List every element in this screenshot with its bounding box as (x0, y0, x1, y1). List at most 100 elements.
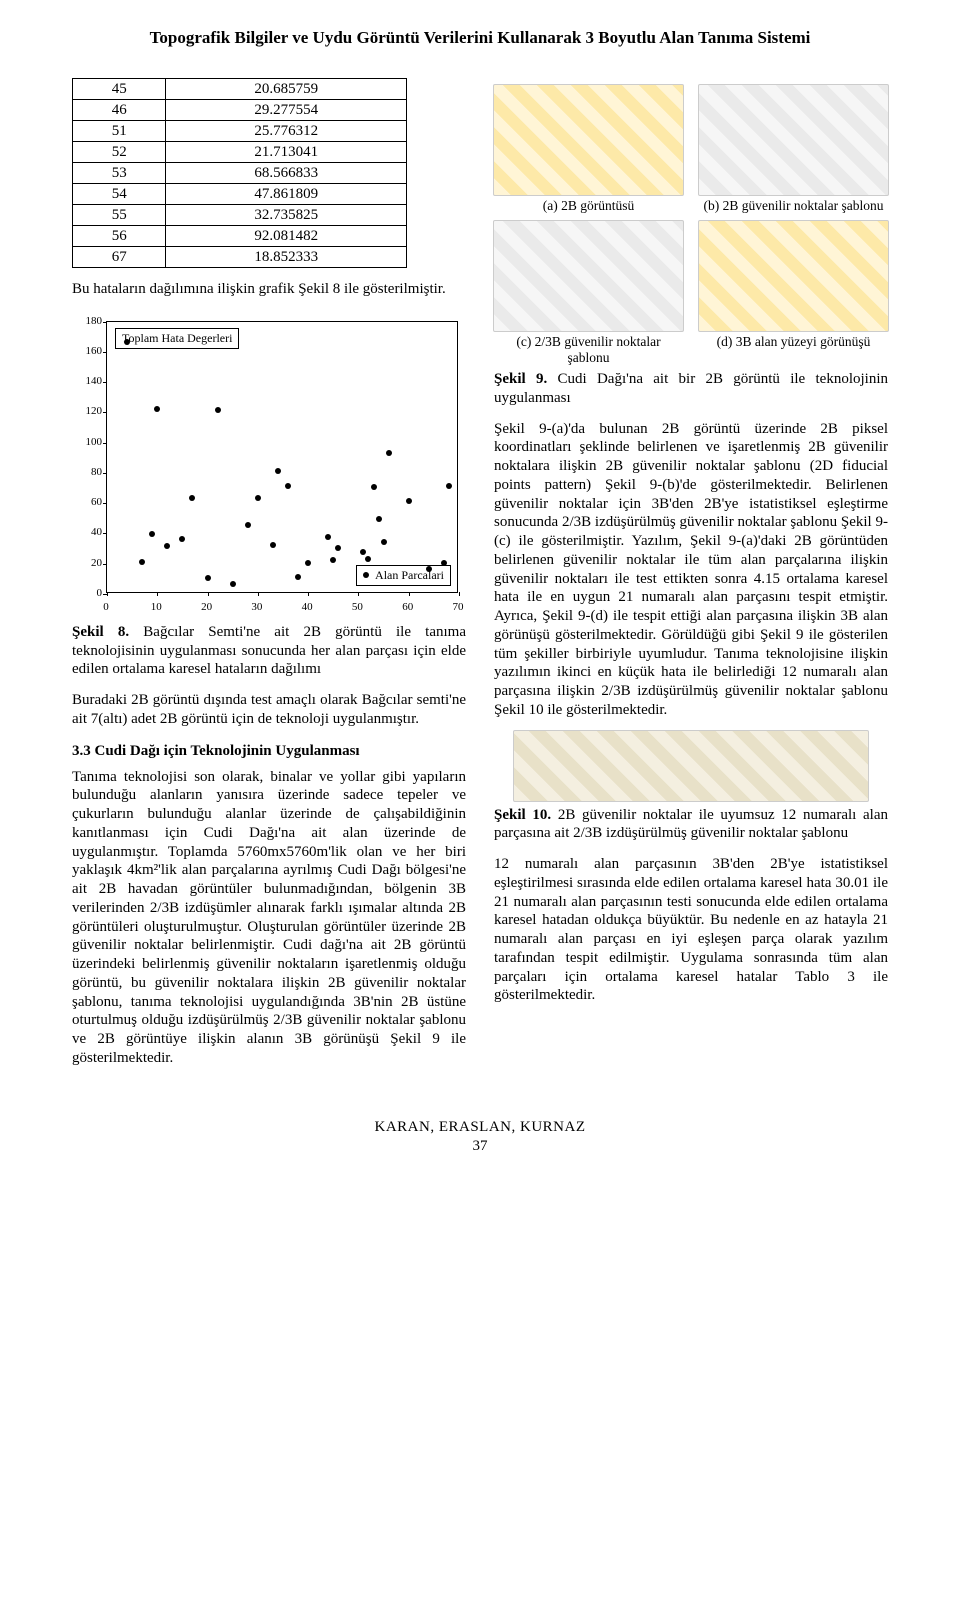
x-tick-label: 0 (103, 601, 109, 613)
y-tick-label: 60 (72, 496, 102, 508)
table-cell: 52 (73, 142, 166, 163)
right-column: (a) 2B görüntüsü (b) 2B güvenilir noktal… (494, 78, 888, 1078)
scatter-point (446, 483, 452, 489)
error-table: 4520.6857594629.2775545125.7763125221.71… (72, 78, 407, 268)
table-cell: 68.566833 (166, 163, 406, 184)
figure9-caption-text: Cudi Dağı'na ait bir 2B görüntü ile tekn… (494, 371, 888, 406)
x-tick-label: 10 (151, 601, 162, 613)
legend-marker-icon (363, 572, 369, 578)
scatter-point (325, 534, 331, 540)
figure9-a-image (493, 84, 684, 196)
y-tick-label: 0 (72, 587, 102, 599)
scatter-point (381, 539, 387, 545)
scatter-point (360, 549, 366, 555)
scatter-point (406, 498, 412, 504)
figure10-item (514, 730, 869, 802)
figure8-caption-label: Şekil 8. (72, 624, 129, 640)
scatter-point (215, 407, 221, 413)
scatter-point (275, 468, 281, 474)
figure10-image (513, 730, 870, 802)
table-cell: 92.081482 (166, 226, 406, 247)
scatter-point (189, 495, 195, 501)
right-paragraph-1: Şekil 9-(a)'da bulunan 2B görüntü üzerin… (494, 420, 888, 720)
figure8-caption-text: Bağcılar Semti'ne ait 2B görüntü ile tan… (72, 624, 466, 678)
figure9-b-image (698, 84, 889, 196)
figure9-a: (a) 2B görüntüsü (494, 84, 683, 214)
scatter-point (270, 542, 276, 548)
table-cell: 54 (73, 184, 166, 205)
figure9-row1: (a) 2B görüntüsü (b) 2B güvenilir noktal… (494, 84, 888, 214)
table-row: 5221.713041 (73, 142, 407, 163)
scatter-chart: Toplam Hata Degerleri Alan Parcalari 020… (72, 317, 466, 617)
left-intro-paragraph: Bu hataların dağılımına ilişkin grafik Ş… (72, 280, 466, 299)
table-cell: 45 (73, 79, 166, 100)
x-tick-label: 50 (352, 601, 363, 613)
x-tick-label: 60 (402, 601, 413, 613)
figure10 (494, 730, 888, 802)
table-row: 6718.852333 (73, 247, 407, 268)
table-cell: 18.852333 (166, 247, 406, 268)
left-column: 4520.6857594629.2775545125.7763125221.71… (72, 78, 466, 1078)
y-tick-label: 40 (72, 526, 102, 538)
figure9-c-label: (c) 2/3B güvenilir noktalar şablonu (494, 334, 683, 366)
table-cell: 46 (73, 100, 166, 121)
y-tick-label: 20 (72, 557, 102, 569)
figure9-d: (d) 3B alan yüzeyi görünüşü (699, 220, 888, 366)
scatter-point (179, 536, 185, 542)
scatter-point (426, 566, 432, 572)
chart-legend: Alan Parcalari (356, 565, 451, 586)
table-row: 5447.861809 (73, 184, 407, 205)
scatter-point (149, 531, 155, 537)
scatter-point (245, 522, 251, 528)
x-tick-label: 40 (302, 601, 313, 613)
table-row: 5692.081482 (73, 226, 407, 247)
left-paragraph-3: Tanıma teknolojisi son olarak, binalar v… (72, 768, 466, 1068)
table-cell: 32.735825 (166, 205, 406, 226)
legend-label: Alan Parcalari (375, 568, 444, 583)
footer-authors: KARAN, ERASLAN, KURNAZ (72, 1118, 888, 1138)
table-cell: 29.277554 (166, 100, 406, 121)
scatter-point (124, 339, 130, 345)
scatter-point (230, 581, 236, 587)
scatter-point (335, 545, 341, 551)
scatter-point (386, 450, 392, 456)
table-cell: 56 (73, 226, 166, 247)
y-tick-label: 180 (72, 315, 102, 327)
figure9-caption: Şekil 9. Cudi Dağı'na ait bir 2B görüntü… (494, 370, 888, 408)
table-cell: 51 (73, 121, 166, 142)
table-row: 5368.566833 (73, 163, 407, 184)
scatter-point (376, 516, 382, 522)
figure9-d-image (698, 220, 889, 332)
table-cell: 55 (73, 205, 166, 226)
table-cell: 47.861809 (166, 184, 406, 205)
figure8-caption: Şekil 8. Bağcılar Semti'ne ait 2B görünt… (72, 623, 466, 679)
scatter-point (305, 560, 311, 566)
footer-page-number: 37 (72, 1137, 888, 1157)
scatter-point (139, 559, 145, 565)
table-row: 4629.277554 (73, 100, 407, 121)
figure9-row2: (c) 2/3B güvenilir noktalar şablonu (d) … (494, 220, 888, 366)
scatter-point (371, 484, 377, 490)
table-row: 5532.735825 (73, 205, 407, 226)
figure10-caption-text: 2B güvenilir noktalar ile uyumsuz 12 num… (494, 807, 888, 842)
scatter-point (330, 557, 336, 563)
figure9-d-label: (d) 3B alan yüzeyi görünüşü (717, 334, 871, 350)
table-cell: 53 (73, 163, 166, 184)
section-3-3-heading: 3.3 Cudi Dağı için Teknolojinin Uygulanm… (72, 743, 466, 760)
scatter-point (255, 495, 261, 501)
page: Topografik Bilgiler ve Uydu Görüntü Veri… (0, 0, 960, 1197)
two-column-layout: 4520.6857594629.2775545125.7763125221.71… (72, 78, 888, 1078)
table-cell: 21.713041 (166, 142, 406, 163)
figure9-caption-label: Şekil 9. (494, 371, 547, 387)
x-tick-label: 20 (201, 601, 212, 613)
scatter-point (441, 560, 447, 566)
left-paragraph-2: Buradaki 2B görüntü dışında test amaçlı … (72, 691, 466, 729)
figure10-caption: Şekil 10. 2B güvenilir noktalar ile uyum… (494, 806, 888, 844)
table-cell: 67 (73, 247, 166, 268)
table-cell: 25.776312 (166, 121, 406, 142)
figure9-c-image (493, 220, 684, 332)
page-title: Topografik Bilgiler ve Uydu Görüntü Veri… (72, 28, 888, 48)
figure9-a-label: (a) 2B görüntüsü (543, 198, 635, 214)
figure9-b: (b) 2B güvenilir noktalar şablonu (699, 84, 888, 214)
y-tick-label: 160 (72, 345, 102, 357)
